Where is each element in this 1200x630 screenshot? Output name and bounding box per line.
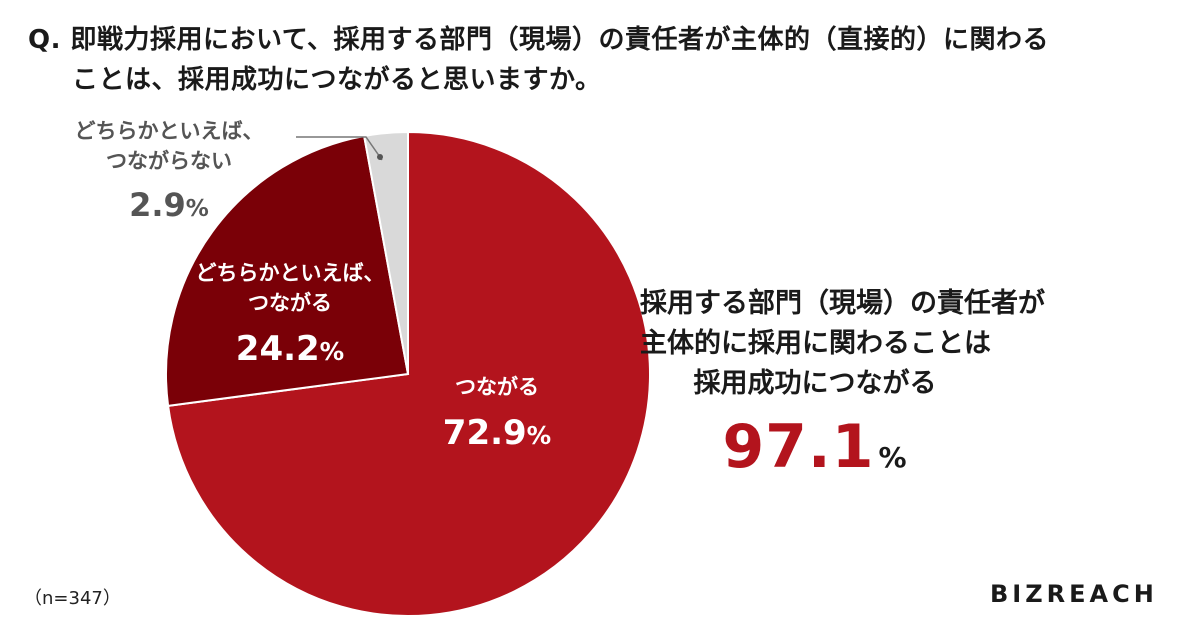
slice-value: 2.9% <box>129 186 209 224</box>
slice-label-text-1: どちらかといえば、 <box>74 119 264 143</box>
leader-line <box>296 136 383 161</box>
sample-size: （n=347） <box>24 588 121 609</box>
callout-line-2: 主体的に採用に関わることは <box>640 328 991 359</box>
slice-label-tsunagaru: つながる 72.9% <box>392 372 602 467</box>
callout-line-3: 採用成功につながる <box>693 368 937 399</box>
callout-line-1: 採用する部門（現場）の責任者が <box>640 288 1045 319</box>
question-line-2: ことは、採用成功につながると思いますか。 <box>72 65 602 95</box>
brand-logo: BIZREACH <box>990 580 1158 608</box>
pie-slice-1 <box>165 134 410 407</box>
question-line-1: Q. 即戦力採用において、採用する部門（現場）の責任者が主体的（直接的）に関わる <box>28 25 1049 55</box>
slice-value: 24.2% <box>235 329 345 369</box>
question-text: Q. 即戦力採用において、採用する部門（現場）の責任者が主体的（直接的）に関わる… <box>28 20 1188 100</box>
slice-label-text-1: どちらかといえば、 <box>195 261 385 285</box>
slice-label-text-2: つながらない <box>106 149 232 173</box>
leader-dot <box>377 154 383 160</box>
slice-label-somewhat-tsunagaranai: どちらかといえば、 つながらない 2.9% <box>44 116 294 238</box>
slice-label-somewhat-tsunagaru: どちらかといえば、 つながる 24.2% <box>168 258 412 383</box>
pie-slice-2 <box>362 130 409 375</box>
callout-value: 97.1% <box>722 412 908 482</box>
summary-callout: 採用する部門（現場）の責任者が 主体的に採用に関わることは 採用成功につながる … <box>640 284 1045 493</box>
slice-label-text-2: つながる <box>248 291 332 315</box>
slice-label-text: つながる <box>455 375 539 399</box>
slice-value: 72.9% <box>442 413 552 453</box>
